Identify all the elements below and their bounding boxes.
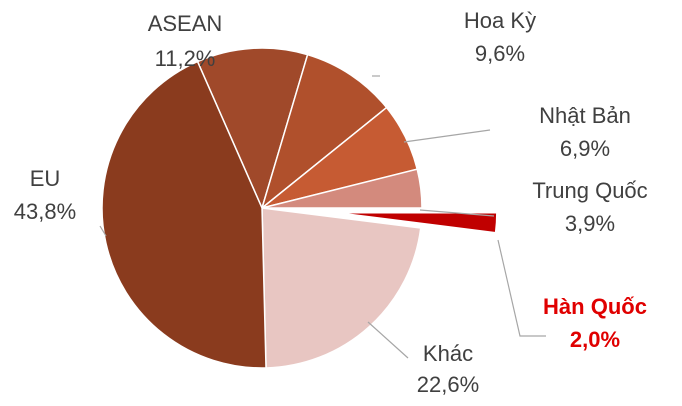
pie-slice (261, 207, 422, 369)
leader-line (419, 209, 495, 217)
slice-value-label: 2,0% (570, 327, 620, 352)
slice-label: Khác (423, 341, 473, 366)
pie-slice (196, 47, 309, 211)
slice-value-label: 9,6% (475, 41, 525, 66)
slice-value-label: 6,9% (560, 136, 610, 161)
leader-line (99, 225, 107, 237)
leaders (99, 75, 546, 359)
slice-label: Hoa Kỳ (464, 8, 536, 33)
slice-label: ASEAN (148, 11, 223, 36)
leader-line (497, 239, 546, 337)
pie-slice (261, 168, 423, 209)
pie-slice (101, 60, 267, 369)
slice-value-label: 43,8% (14, 199, 76, 224)
pie-slice (260, 53, 388, 211)
slice-label: Trung Quốc (532, 178, 647, 203)
slice-value-label: 11,2% (155, 46, 216, 71)
slice-value-label: 3,9% (565, 211, 615, 236)
leader-line (403, 129, 491, 143)
slice-label: Hàn Quốc (543, 294, 647, 319)
pie-slice (336, 211, 498, 234)
leader-line (367, 321, 409, 359)
slice-value-label: 22,6% (417, 372, 479, 397)
slice-label: EU (30, 166, 61, 191)
slice-label: Nhật Bản (539, 103, 631, 128)
